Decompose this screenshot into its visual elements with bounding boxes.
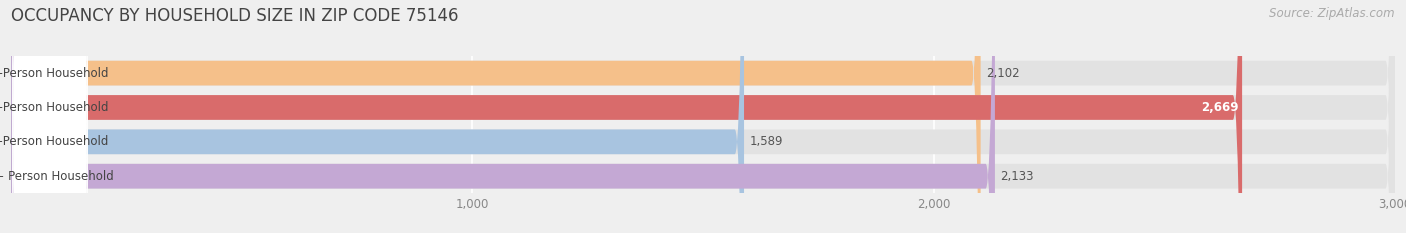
Text: 2-Person Household: 2-Person Household [0,101,108,114]
FancyBboxPatch shape [11,0,1395,233]
Text: Source: ZipAtlas.com: Source: ZipAtlas.com [1270,7,1395,20]
FancyBboxPatch shape [11,0,980,233]
FancyBboxPatch shape [11,0,1395,233]
FancyBboxPatch shape [11,0,744,233]
FancyBboxPatch shape [11,0,1241,233]
Text: 2,669: 2,669 [1201,101,1239,114]
FancyBboxPatch shape [11,0,995,233]
Text: 3-Person Household: 3-Person Household [0,135,108,148]
FancyBboxPatch shape [13,0,87,233]
Text: 2,102: 2,102 [986,67,1019,80]
FancyBboxPatch shape [11,0,1395,233]
Text: OCCUPANCY BY HOUSEHOLD SIZE IN ZIP CODE 75146: OCCUPANCY BY HOUSEHOLD SIZE IN ZIP CODE … [11,7,458,25]
FancyBboxPatch shape [13,0,87,233]
Text: 2,133: 2,133 [1001,170,1033,183]
FancyBboxPatch shape [13,0,87,233]
FancyBboxPatch shape [13,0,87,233]
Text: 1,589: 1,589 [749,135,783,148]
FancyBboxPatch shape [11,0,1395,233]
Text: 4+ Person Household: 4+ Person Household [0,170,114,183]
Text: 1-Person Household: 1-Person Household [0,67,108,80]
